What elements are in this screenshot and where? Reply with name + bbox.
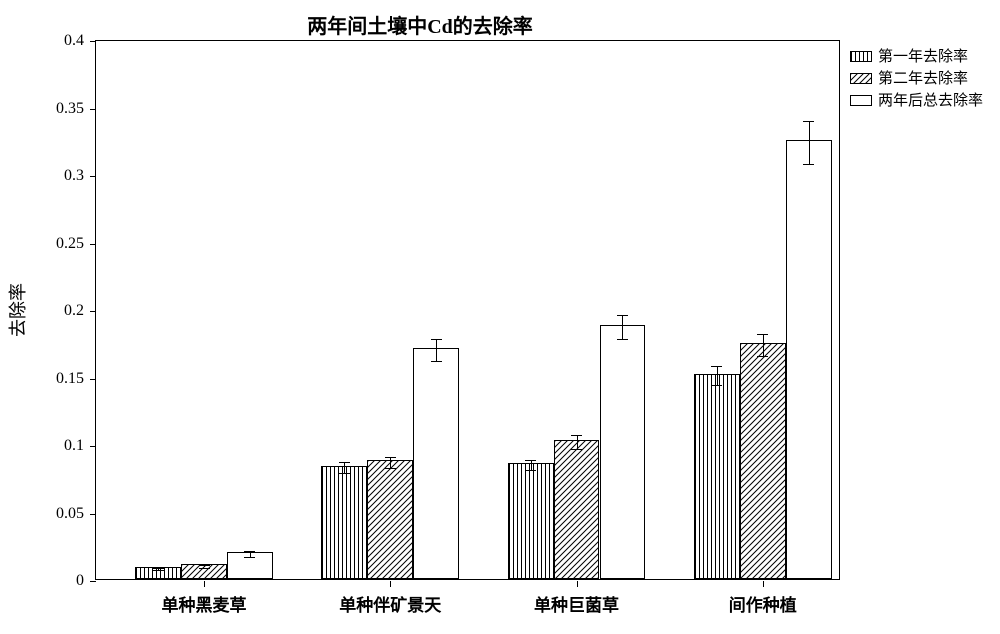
plot-area: 00.050.10.150.20.250.30.350.4单种黑麦草单种伴矿景天…: [95, 40, 840, 580]
legend-label: 两年后总去除率: [878, 93, 983, 109]
y-tick-mark: [90, 41, 96, 42]
error-bar-cap: [339, 473, 350, 474]
error-bar: [531, 460, 532, 471]
error-bar: [577, 435, 578, 449]
error-bar-cap: [571, 449, 582, 450]
bar: [600, 325, 646, 579]
error-bar-cap: [525, 460, 536, 461]
x-tick-mark: [577, 581, 578, 587]
y-tick-label: 0: [34, 572, 84, 590]
error-bar-cap: [617, 339, 628, 340]
y-tick-label: 0.05: [34, 505, 84, 523]
legend-item: 两年后总去除率: [850, 90, 983, 112]
chart-container: 两年间土壤中Cd的去除率 00.050.10.150.20.250.30.350…: [0, 0, 1000, 634]
bar: [554, 440, 600, 579]
error-bar-cap: [431, 361, 442, 362]
bar: [694, 374, 740, 579]
y-tick-label: 0.1: [34, 437, 84, 455]
legend-swatch: [850, 95, 872, 106]
bar: [786, 140, 832, 579]
y-tick-mark: [90, 514, 96, 515]
x-tick-mark: [763, 581, 764, 587]
x-category-label: 单种黑麦草: [124, 591, 284, 616]
x-category-label: 间作种植: [683, 591, 843, 616]
error-bar-cap: [385, 468, 396, 469]
y-tick-mark: [90, 446, 96, 447]
y-tick-label: 0.25: [34, 235, 84, 253]
error-bar-cap: [757, 356, 768, 357]
y-tick-label: 0.15: [34, 370, 84, 388]
y-tick-mark: [90, 311, 96, 312]
y-tick-label: 0.2: [34, 302, 84, 320]
y-tick-mark: [90, 244, 96, 245]
chart-title: 两年间土壤中Cd的去除率: [0, 10, 840, 39]
legend: 第一年去除率第二年去除率两年后总去除率: [850, 46, 983, 112]
y-tick-mark: [90, 581, 96, 582]
y-tick-label: 0.4: [34, 32, 84, 50]
error-bar-cap: [244, 551, 255, 552]
error-bar-cap: [525, 470, 536, 471]
error-bar-cap: [803, 121, 814, 122]
legend-item: 第一年去除率: [850, 46, 983, 68]
error-bar: [344, 462, 345, 473]
y-tick-mark: [90, 379, 96, 380]
bar: [508, 463, 554, 579]
error-bar-cap: [757, 334, 768, 335]
x-category-label: 单种伴矿景天: [310, 591, 470, 616]
x-tick-mark: [390, 581, 391, 587]
bar: [321, 466, 367, 579]
y-tick-label: 0.3: [34, 167, 84, 185]
error-bar-cap: [711, 366, 722, 367]
x-category-label: 单种巨菌草: [497, 591, 657, 616]
error-bar-cap: [153, 570, 164, 571]
y-tick-label: 0.35: [34, 100, 84, 118]
bar: [413, 348, 459, 579]
y-tick-mark: [90, 176, 96, 177]
x-tick-mark: [204, 581, 205, 587]
error-bar-cap: [571, 435, 582, 436]
error-bar-cap: [244, 557, 255, 558]
bar: [740, 343, 786, 579]
bar: [367, 460, 413, 579]
y-axis-label: 去除率: [4, 283, 30, 337]
error-bar: [622, 315, 623, 339]
error-bar-cap: [617, 315, 628, 316]
legend-label: 第二年去除率: [878, 71, 968, 87]
error-bar-cap: [199, 565, 210, 566]
legend-swatch: [850, 73, 872, 84]
error-bar: [717, 366, 718, 385]
error-bar-cap: [711, 385, 722, 386]
error-bar: [809, 121, 810, 164]
legend-item: 第二年去除率: [850, 68, 983, 90]
error-bar-cap: [385, 457, 396, 458]
error-bar-cap: [199, 568, 210, 569]
error-bar: [763, 334, 764, 356]
y-tick-mark: [90, 109, 96, 110]
error-bar: [390, 457, 391, 468]
error-bar-cap: [803, 164, 814, 165]
legend-label: 第一年去除率: [878, 49, 968, 65]
legend-swatch: [850, 51, 872, 62]
error-bar-cap: [339, 462, 350, 463]
error-bar: [436, 339, 437, 361]
error-bar-cap: [153, 568, 164, 569]
error-bar-cap: [431, 339, 442, 340]
